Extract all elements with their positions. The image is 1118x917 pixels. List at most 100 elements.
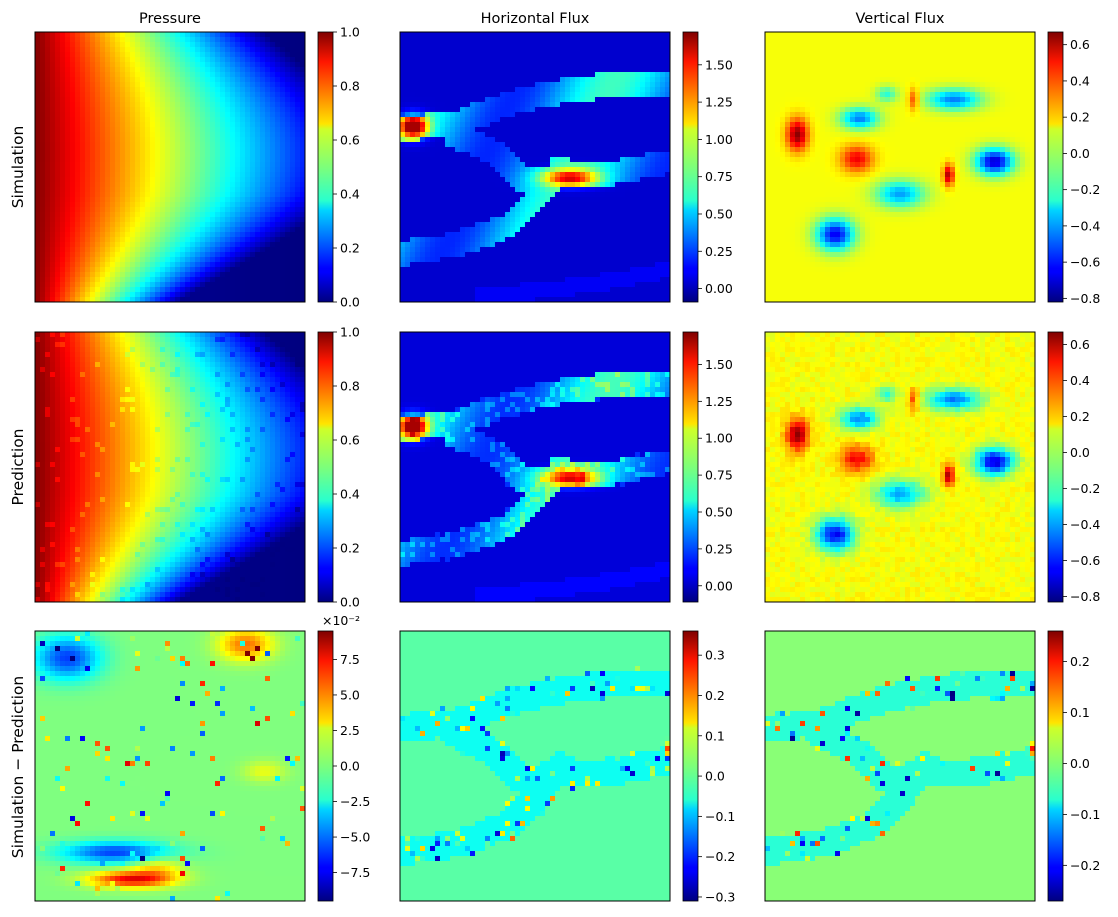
- heatmap-cell: [460, 112, 466, 118]
- heatmap-cell: [505, 112, 511, 118]
- heatmap-cell: [600, 47, 606, 53]
- heatmap-cell: [140, 182, 146, 188]
- heatmap-cell: [485, 197, 491, 203]
- heatmap-cell: [280, 137, 286, 143]
- heatmap-cell: [520, 77, 526, 83]
- heatmap-cell: [275, 247, 281, 253]
- heatmap-cell: [40, 102, 46, 108]
- heatmap-cell: [410, 97, 416, 103]
- heatmap-cell: [605, 147, 611, 153]
- heatmap-cell: [170, 127, 176, 133]
- heatmap-cell: [140, 237, 146, 243]
- heatmap-cell: [210, 97, 216, 103]
- heatmap-cell: [45, 287, 51, 293]
- heatmap-cell: [190, 62, 196, 68]
- heatmap-cell: [125, 67, 131, 73]
- heatmap-cell: [210, 62, 216, 68]
- heatmap-cell: [460, 172, 466, 178]
- heatmap-cell: [215, 297, 221, 303]
- heatmap-cell: [585, 182, 591, 188]
- heatmap-cell: [470, 42, 476, 48]
- heatmap-cell: [245, 292, 251, 298]
- heatmap-cell: [525, 77, 531, 83]
- heatmap-cell: [590, 202, 596, 208]
- heatmap-cell: [650, 107, 656, 113]
- heatmap-cell: [430, 112, 436, 118]
- heatmap-cell: [660, 97, 666, 103]
- heatmap-cell: [245, 187, 251, 193]
- heatmap-cell: [215, 122, 221, 128]
- heatmap-cell: [270, 227, 276, 233]
- heatmap-cell: [230, 252, 236, 258]
- heatmap-cell: [215, 207, 221, 213]
- heatmap-cell: [155, 202, 161, 208]
- heatmap-cell: [410, 92, 416, 98]
- heatmap-cell: [185, 87, 191, 93]
- heatmap-cell: [205, 32, 211, 38]
- heatmap-cell: [570, 77, 576, 83]
- column-title-vertical-flux: Vertical Flux: [855, 11, 944, 27]
- heatmap-cell: [530, 142, 536, 148]
- heatmap-cell: [40, 202, 46, 208]
- heatmap-cell: [55, 52, 61, 58]
- heatmap-cell: [85, 87, 91, 93]
- heatmap-cell: [560, 157, 566, 163]
- heatmap-cell: [190, 162, 196, 168]
- heatmap-cell: [70, 267, 76, 273]
- heatmap-cell: [225, 152, 231, 158]
- heatmap-cell: [165, 37, 171, 43]
- heatmap-cell: [645, 102, 651, 108]
- heatmap-cell: [80, 187, 86, 193]
- heatmap-cell: [135, 187, 141, 193]
- heatmap-cell: [180, 247, 186, 253]
- heatmap-cell: [205, 42, 211, 48]
- heatmap-cell: [130, 177, 136, 183]
- heatmap-cell: [95, 72, 101, 78]
- heatmap-cell: [560, 77, 566, 83]
- heatmap-cell: [160, 142, 166, 148]
- heatmap-cell: [470, 122, 476, 128]
- heatmap-cell: [250, 137, 256, 143]
- heatmap-cell: [105, 297, 111, 303]
- heatmap-cell: [160, 287, 166, 293]
- heatmap-cell: [260, 247, 266, 253]
- heatmap-cell: [605, 112, 611, 118]
- heatmap-cell: [440, 182, 446, 188]
- heatmap-cell: [100, 112, 106, 118]
- heatmap-cell: [105, 177, 111, 183]
- heatmap-cell: [90, 87, 96, 93]
- heatmap-cell: [275, 47, 281, 53]
- heatmap-cell: [145, 137, 151, 143]
- heatmap-cell: [240, 72, 246, 78]
- heatmap-cell: [220, 112, 226, 118]
- heatmap-cell: [230, 142, 236, 148]
- heatmap-cell: [420, 117, 426, 123]
- heatmap-cell: [300, 157, 306, 163]
- heatmap-cell: [565, 122, 571, 128]
- heatmap-cell: [475, 47, 481, 53]
- heatmap-cell: [105, 192, 111, 198]
- heatmap-cell: [615, 77, 621, 83]
- heatmap-cell: [570, 217, 576, 223]
- heatmap-cell: [495, 137, 501, 143]
- heatmap-cell: [510, 182, 516, 188]
- heatmap-cell: [260, 102, 266, 108]
- heatmap-cell: [180, 272, 186, 278]
- heatmap-cell: [300, 57, 306, 63]
- heatmap-cell: [195, 57, 201, 63]
- heatmap-cell: [235, 127, 241, 133]
- heatmap-cell: [265, 127, 271, 133]
- heatmap-cell: [420, 152, 426, 158]
- heatmap-cell: [240, 162, 246, 168]
- heatmap-cell: [550, 82, 556, 88]
- heatmap-cell: [465, 57, 471, 63]
- heatmap-cell: [405, 147, 411, 153]
- heatmap-cell: [260, 87, 266, 93]
- heatmap-cell: [205, 107, 211, 113]
- heatmap-cell: [160, 102, 166, 108]
- heatmap-cell: [240, 37, 246, 43]
- heatmap-cell: [135, 152, 141, 158]
- heatmap-cell: [200, 192, 206, 198]
- heatmap-cell: [260, 107, 266, 113]
- heatmap-cell: [130, 167, 136, 173]
